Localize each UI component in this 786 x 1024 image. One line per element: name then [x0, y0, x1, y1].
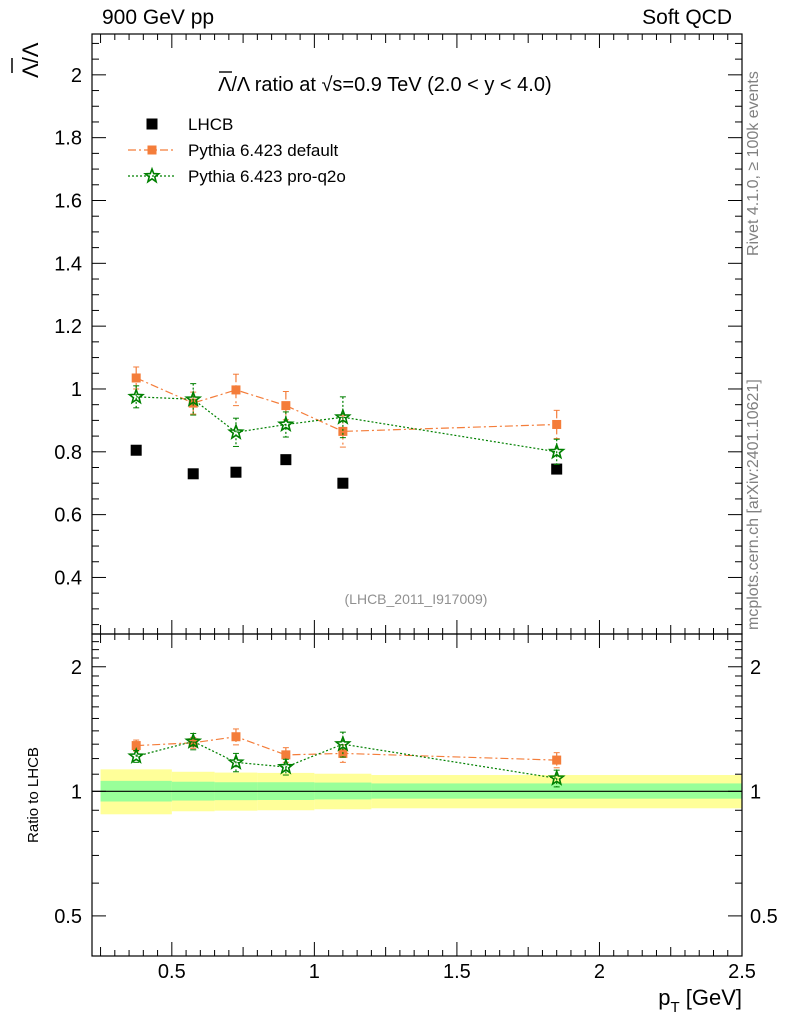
- ratio-x-tick-label: 0.5: [158, 961, 186, 983]
- main-point-lhcb: [551, 463, 563, 475]
- ratio-point-pythia-6-423-default: [231, 732, 241, 742]
- main-y-tick-label: 1: [71, 379, 82, 401]
- main-point-lhcb: [280, 454, 292, 466]
- chart-title: Λ/Λ ratio at √s=0.9 TeV (2.0 < y < 4.0): [218, 74, 552, 96]
- ratio-point-pythia-6-423-default: [281, 750, 291, 760]
- chart-title-lhs: Λ/Λ: [218, 74, 251, 96]
- ratio-y-tick-label-right: 1: [750, 781, 761, 803]
- ratio-point-pythia-6-423-pro-q2o: [334, 734, 352, 752]
- main-point-pythia-6-423-default: [131, 373, 141, 383]
- main-y-tick-label: 1.8: [54, 128, 82, 150]
- ratio-point-pythia-6-423-pro-q2o: [127, 746, 145, 764]
- ratio-x-tick-label: 1: [309, 961, 320, 983]
- main-point-pythia-6-423-pro-q2o: [184, 389, 203, 407]
- legend-marker-pythia-6-423-default: [147, 145, 157, 155]
- x-axis-label-sub: T: [670, 999, 679, 1016]
- legend-marker-pythia-6-423-pro-q2o: [143, 166, 161, 184]
- legend-label-pythia-6-423-default: Pythia 6.423 default: [188, 141, 339, 160]
- x-axis-label: pT [GeV]: [658, 985, 742, 1016]
- chart-title-rest: s=0.9 TeV (2.0 < y < 4.0): [332, 74, 551, 96]
- main-y-tick-label: 2: [71, 65, 82, 87]
- main-y-tick-label: 0.6: [54, 505, 82, 527]
- main-line-pythia-6-423-pro-q2o: [136, 396, 557, 453]
- main-point-lhcb: [130, 444, 142, 456]
- ratio-y-tick-label: 2: [71, 657, 82, 679]
- main-point-pythia-6-423-pro-q2o: [127, 387, 145, 405]
- ratio-y-tick-label: 0.5: [54, 906, 82, 928]
- ratio-y-tick-label-right: 2: [750, 657, 761, 679]
- main-y-axis-label: Λ/Λ: [18, 42, 43, 78]
- main-y-tick-label: 1.4: [54, 253, 82, 275]
- ratio-line-pythia-6-423-default: [136, 736, 557, 761]
- ratio-point-pythia-6-423-default: [131, 741, 141, 751]
- ratio-point-pythia-6-423-pro-q2o: [227, 753, 245, 770]
- main-y-tick-label: 0.4: [54, 567, 82, 589]
- main-point-pythia-6-423-pro-q2o: [227, 423, 245, 440]
- ratio-line-pythia-6-423-pro-q2o: [136, 740, 557, 779]
- main-point-pythia-6-423-pro-q2o: [547, 442, 566, 460]
- ratio-y-axis-label: Ratio to LHCB: [25, 747, 42, 843]
- main-y-tick-label: 1.6: [54, 190, 82, 212]
- ratio-x-tick-label: 1.5: [443, 961, 471, 983]
- main-point-lhcb: [337, 477, 349, 489]
- main-point-pythia-6-423-default: [231, 385, 241, 395]
- ratio-point-pythia-6-423-pro-q2o: [277, 757, 295, 775]
- ratio-point-pythia-6-423-pro-q2o: [184, 732, 203, 749]
- ratio-point-pythia-6-423-default: [552, 755, 562, 765]
- legend-label-lhcb: LHCB: [188, 115, 233, 134]
- energy-label: 900 GeV pp: [102, 6, 215, 29]
- main-point-pythia-6-423-default: [552, 419, 562, 429]
- chart-title-mid: ratio at: [249, 74, 321, 96]
- main-point-pythia-6-423-default: [338, 426, 348, 436]
- ratio-plot-frame: [91, 633, 743, 957]
- main-line-pythia-6-423-default: [135, 377, 557, 433]
- legend-label-pythia-6-423-pro-q2o: Pythia 6.423 pro-q2o: [188, 167, 346, 186]
- main-point-lhcb: [187, 468, 199, 480]
- analysis-watermark: (LHCB_2011_I917009): [345, 591, 488, 607]
- main-point-pythia-6-423-default: [281, 401, 291, 411]
- main-point-pythia-6-423-pro-q2o: [277, 415, 295, 432]
- main-y-tick-label: 1.2: [54, 316, 82, 338]
- main-point-pythia-6-423-pro-q2o: [334, 407, 352, 425]
- chart-title-sqrt: √: [321, 74, 332, 96]
- ratio-y-tick-label-right: 0.5: [750, 906, 778, 928]
- ratio-x-tick-label: 2.5: [728, 961, 756, 983]
- legend-marker-lhcb: [146, 118, 158, 130]
- category-label: Soft QCD: [642, 6, 732, 29]
- x-axis-label-unit: [GeV]: [680, 985, 742, 1010]
- ratio-y-tick-label: 1: [71, 781, 82, 803]
- main-y-tick-label: 0.8: [54, 442, 82, 464]
- main-point-lhcb: [230, 466, 242, 478]
- x-axis-label-p: p: [658, 985, 670, 1010]
- ratio-point-pythia-6-423-pro-q2o: [547, 768, 566, 786]
- ratio-x-tick-label: 2: [594, 961, 605, 983]
